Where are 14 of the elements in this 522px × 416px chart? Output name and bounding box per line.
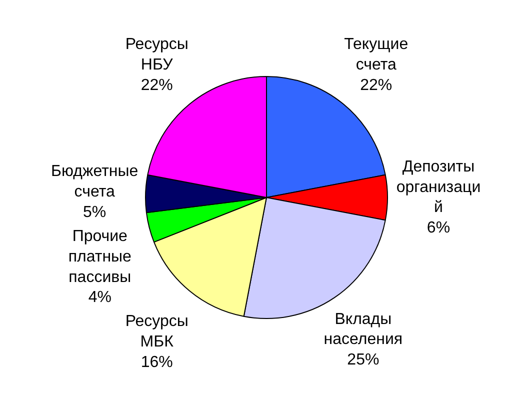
data-label: 22% [140,76,173,94]
slice-label: Прочие платные пассивы [68,228,132,286]
data-label: 22% [360,76,392,94]
slice-label: Текущие счета [344,36,408,74]
data-label: 4% [88,289,112,306]
slice-label: Депозиты организаци й [396,158,481,216]
data-label: 6% [426,220,450,237]
data-label: 25% [347,352,380,369]
data-label: 5% [83,204,106,221]
slice-label: Бюджетные счета [51,163,138,201]
slice-label: Ресурсы НБУ [125,36,188,74]
data-label: 16% [140,354,173,371]
slice-label: Ресурсы МБК [125,313,188,351]
slice-label: Вклады населения [324,310,403,348]
